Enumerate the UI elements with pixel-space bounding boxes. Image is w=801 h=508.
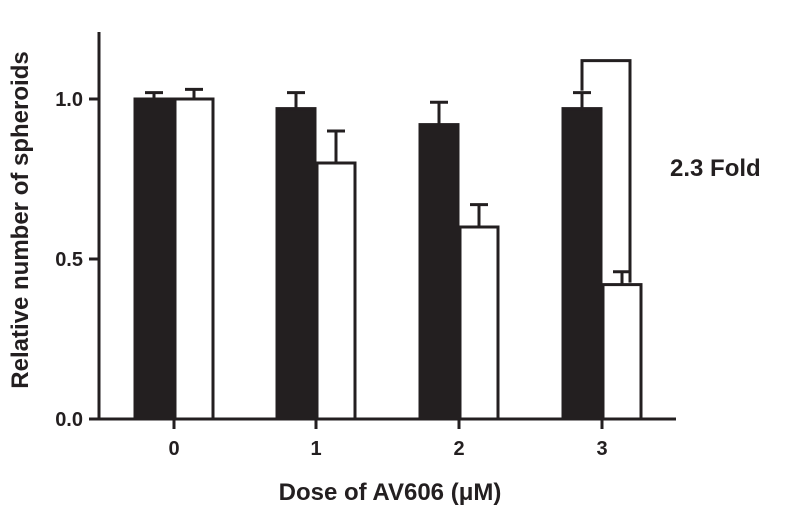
- plot-area: [133, 59, 643, 421]
- y-tick-label: 0.0: [55, 409, 83, 431]
- x-tick-label: 0: [168, 438, 179, 460]
- x-tick-label: 2: [453, 438, 464, 460]
- axes: 0 1 2 3 0.0 0.5 1.0: [55, 32, 676, 460]
- fold-change-label: 2.3 Fold: [670, 155, 761, 182]
- bar-series-1-1: [275, 107, 317, 421]
- y-tick-label: 0.5: [55, 249, 83, 271]
- bar-series-1-0: [133, 97, 175, 421]
- y-axis-title: Relative number of spheroids: [7, 51, 34, 388]
- bar-series-2-1: [315, 161, 357, 421]
- bar-series-2-0: [173, 97, 215, 421]
- x-tick-label: 3: [596, 438, 607, 460]
- bar-series-2-2: [458, 225, 500, 421]
- x-axis-title: Dose of AV606 (μM): [279, 479, 502, 506]
- bar-series-1-3: [561, 107, 603, 421]
- bar-series-2-3: [601, 283, 643, 421]
- fold-change-bracket: [580, 59, 632, 283]
- x-tick-label: 1: [310, 438, 321, 460]
- bar-series-1-2: [418, 123, 460, 421]
- y-tick-label: 1.0: [55, 89, 83, 111]
